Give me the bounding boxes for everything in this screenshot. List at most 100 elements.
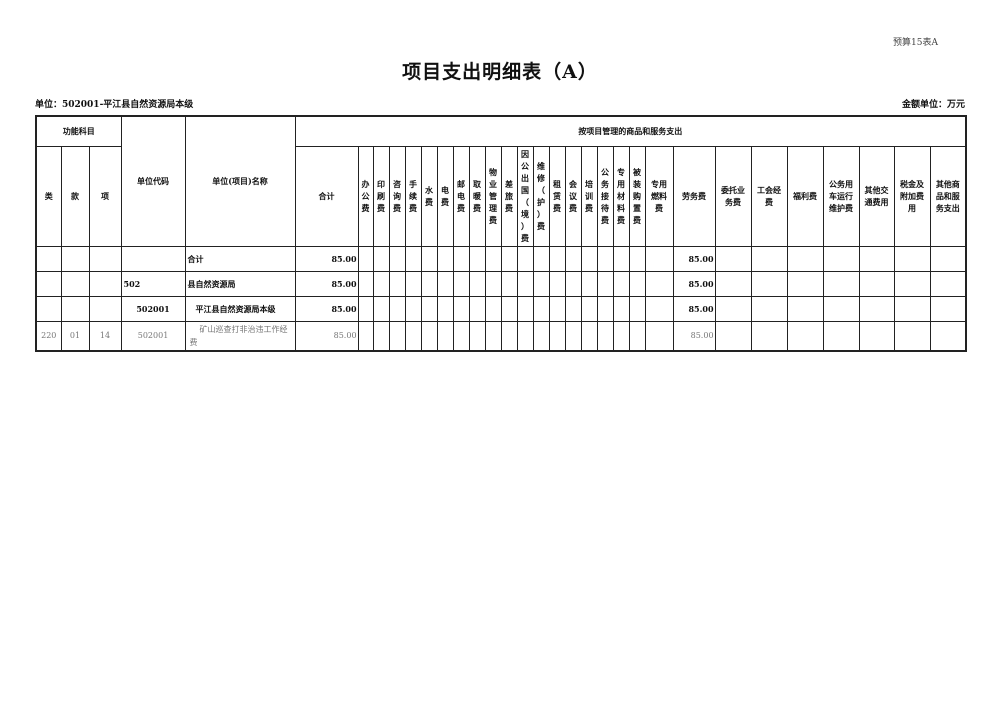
header-goods-group: 按项目管理的商品和服务支出 <box>294 115 967 147</box>
header-expense-column: 取暖费 <box>468 145 486 247</box>
header-expense-column: 其他商品和服务支出 <box>929 145 967 247</box>
header-expense-column: 公务用车运行维护费 <box>822 145 860 247</box>
cell-amount <box>452 245 470 272</box>
cell-amount <box>596 245 614 272</box>
cell-amount <box>468 270 486 297</box>
cell-amount <box>548 245 566 272</box>
table-row: 502 县自然资源局 85.00 85.00 <box>35 270 967 297</box>
cell-amount <box>420 295 438 322</box>
cell-amount <box>929 270 967 297</box>
cell-amount <box>468 320 486 351</box>
cell-unit-name: 矿山巡查打非治违工作经费 <box>184 320 296 351</box>
header-lei: 类 <box>35 145 62 247</box>
cell-amount <box>644 270 674 297</box>
cell-amount <box>612 320 630 351</box>
cell-amount <box>548 295 566 322</box>
cell-amount <box>484 245 502 272</box>
cell-amount <box>516 320 534 351</box>
cell-amount <box>644 245 674 272</box>
header-expense-column: 差旅费 <box>500 145 518 247</box>
cell-amount <box>372 245 390 272</box>
cell-amount <box>822 245 860 272</box>
cell-amount <box>929 245 967 272</box>
cell-amount <box>644 295 674 322</box>
cell-amount <box>532 320 550 351</box>
header-expense-column: 办公费 <box>357 145 374 247</box>
money-unit-label: 金额单位：万元 <box>901 100 965 110</box>
cell-amount <box>468 245 486 272</box>
cell-amount <box>564 245 582 272</box>
cell-amount <box>372 320 390 351</box>
cell-kuan <box>60 295 90 322</box>
cell-amount <box>357 245 374 272</box>
cell-amount <box>596 295 614 322</box>
cell-amount <box>858 270 895 297</box>
cell-amount <box>750 245 788 272</box>
cell-xiang: 14 <box>88 320 122 351</box>
cell-xiang <box>88 270 122 297</box>
cell-amount <box>532 270 550 297</box>
header-expense-column: 会议费 <box>564 145 582 247</box>
cell-amount <box>452 295 470 322</box>
cell-amount: 85.00 <box>672 320 716 351</box>
cell-amount <box>714 245 752 272</box>
header-expense-column: 培训费 <box>580 145 598 247</box>
cell-amount <box>436 245 454 272</box>
cell-unit-code: 502 <box>120 270 186 297</box>
cell-amount <box>750 295 788 322</box>
cell-amount <box>858 245 895 272</box>
cell-amount <box>468 295 486 322</box>
header-expense-column: 税金及附加费用 <box>893 145 931 247</box>
cell-unit-code <box>120 245 186 272</box>
header-expense-column: 水费 <box>420 145 438 247</box>
cell-amount <box>612 295 630 322</box>
cell-kuan <box>60 245 90 272</box>
header-expense-column: 印刷费 <box>372 145 390 247</box>
cell-unit-name: 平江县自然资源局本级 <box>184 295 296 322</box>
cell-amount <box>822 270 860 297</box>
header-expense-column: 福利费 <box>786 145 824 247</box>
cell-unit-name: 县自然资源局 <box>184 270 296 297</box>
cell-amount <box>750 320 788 351</box>
cell-amount <box>357 320 374 351</box>
cell-amount <box>436 320 454 351</box>
cell-amount <box>564 270 582 297</box>
cell-amount <box>786 295 824 322</box>
table-row: 502001 平江县自然资源局本级 85.00 85.00 <box>35 295 967 322</box>
cell-kuan <box>60 270 90 297</box>
cell-amount <box>532 295 550 322</box>
cell-amount <box>822 295 860 322</box>
cell-amount <box>929 320 967 351</box>
cell-amount <box>452 320 470 351</box>
header-expense-column: 被装购置费 <box>628 145 646 247</box>
cell-amount <box>822 320 860 351</box>
header-row: 功能科目 单位代码 单位(项目)名称 按项目管理的商品和服务支出 <box>35 115 967 247</box>
cell-amount <box>388 295 406 322</box>
cell-amount <box>714 270 752 297</box>
cell-amount <box>628 320 646 351</box>
cell-amount: 85.00 <box>672 295 716 322</box>
cell-amount <box>564 295 582 322</box>
header-unit-name: 单位(项目)名称 <box>184 115 296 247</box>
cell-amount <box>714 320 752 351</box>
cell-lei: 220 <box>35 320 62 351</box>
cell-amount <box>750 270 788 297</box>
table-row: 220 01 14 502001 矿山巡查打非治违工作经费 85.00 85.00 <box>35 320 967 351</box>
cell-amount <box>580 270 598 297</box>
cell-amount <box>786 320 824 351</box>
cell-xiang <box>88 245 122 272</box>
cell-amount <box>500 270 518 297</box>
cell-amount <box>404 245 422 272</box>
cell-amount <box>612 270 630 297</box>
cell-amount <box>786 245 824 272</box>
cell-amount <box>858 320 895 351</box>
cell-amount <box>893 245 931 272</box>
page-title: 项目支出明细表（A） <box>402 61 598 83</box>
cell-kuan: 01 <box>60 320 90 351</box>
cell-amount <box>580 320 598 351</box>
cell-amount: 85.00 <box>294 295 359 322</box>
cell-amount: 85.00 <box>294 320 359 351</box>
form-code: 预算15表A <box>893 38 938 48</box>
cell-amount <box>596 320 614 351</box>
cell-amount <box>564 320 582 351</box>
